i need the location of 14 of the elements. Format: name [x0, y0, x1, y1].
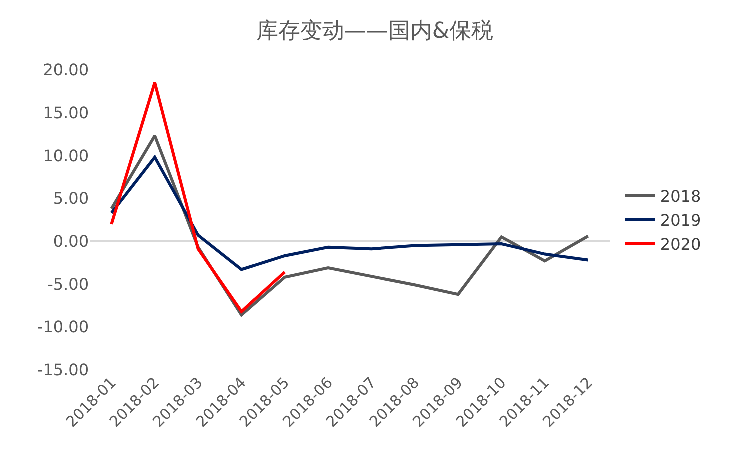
line-series: [110, 81, 286, 314]
chart-title: 库存变动——国内&保税: [256, 18, 494, 44]
y-tick-label: 5.00: [53, 189, 89, 208]
line-series: [110, 156, 590, 272]
y-tick-label: 15.00: [43, 103, 89, 122]
y-tick-label: -5.00: [48, 274, 89, 294]
y-tick-label: -15.00: [37, 360, 89, 380]
y-tick-label: 10.00: [43, 146, 89, 166]
legend-label: 2018: [660, 187, 702, 206]
y-tick-label: 0.00: [53, 232, 89, 252]
legend-label: 2019: [660, 210, 702, 230]
legend-label: 2020: [660, 234, 702, 254]
y-tick-label: -10.00: [37, 318, 89, 337]
y-tick-label: 20.00: [43, 60, 89, 80]
